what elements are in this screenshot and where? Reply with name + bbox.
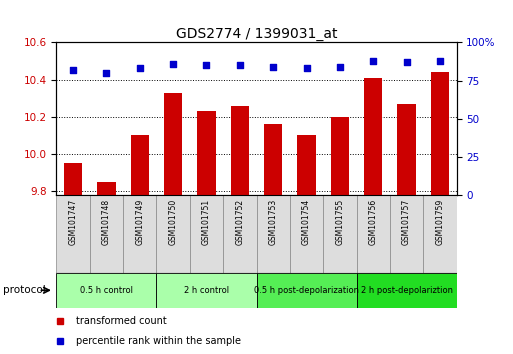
Bar [164, 93, 182, 195]
Bar [97, 182, 115, 195]
Bar [90, 195, 123, 273]
Text: transformed count: transformed count [76, 316, 167, 326]
Text: GSM101759: GSM101759 [436, 199, 444, 245]
Text: GSM101752: GSM101752 [235, 199, 244, 245]
Point [336, 64, 344, 70]
Text: 0.5 h control: 0.5 h control [80, 286, 133, 295]
Text: 0.5 h post-depolarization: 0.5 h post-depolarization [254, 286, 359, 295]
Bar [56, 273, 156, 308]
Point [169, 61, 177, 67]
Text: GSM101749: GSM101749 [135, 199, 144, 245]
Bar [423, 195, 457, 273]
Bar [64, 163, 82, 195]
Title: GDS2774 / 1399031_at: GDS2774 / 1399031_at [176, 28, 337, 41]
Text: GSM101750: GSM101750 [169, 199, 177, 245]
Bar [256, 273, 357, 308]
Point [135, 65, 144, 71]
Bar [398, 104, 416, 195]
Point [69, 67, 77, 73]
Point [202, 62, 210, 68]
Text: GSM101751: GSM101751 [202, 199, 211, 245]
Bar [323, 195, 357, 273]
Text: GSM101754: GSM101754 [302, 199, 311, 245]
Bar [223, 195, 256, 273]
Bar [231, 105, 249, 195]
Point [436, 58, 444, 64]
Bar [256, 195, 290, 273]
Point [369, 58, 377, 64]
Bar [290, 195, 323, 273]
Text: protocol: protocol [3, 285, 45, 295]
Bar [156, 195, 190, 273]
Point [269, 64, 277, 70]
Point [235, 62, 244, 68]
Bar [357, 273, 457, 308]
Bar [364, 78, 382, 195]
Bar [298, 135, 315, 195]
Bar [190, 195, 223, 273]
Point [302, 65, 310, 71]
Text: GSM101756: GSM101756 [369, 199, 378, 245]
Point [102, 70, 110, 76]
Text: GSM101757: GSM101757 [402, 199, 411, 245]
Bar [390, 195, 423, 273]
Text: 2 h control: 2 h control [184, 286, 229, 295]
Text: percentile rank within the sample: percentile rank within the sample [76, 336, 242, 346]
Bar [56, 195, 90, 273]
Bar [156, 273, 256, 308]
Text: 2 h post-depolariztion: 2 h post-depolariztion [361, 286, 452, 295]
Bar [198, 111, 215, 195]
Bar [123, 195, 156, 273]
Text: GSM101748: GSM101748 [102, 199, 111, 245]
Bar [264, 124, 282, 195]
Bar [431, 72, 449, 195]
Bar [357, 195, 390, 273]
Bar [331, 117, 349, 195]
Text: GSM101747: GSM101747 [69, 199, 77, 245]
Text: GSM101755: GSM101755 [336, 199, 344, 245]
Bar [131, 135, 149, 195]
Text: GSM101753: GSM101753 [269, 199, 278, 245]
Point [402, 59, 410, 65]
